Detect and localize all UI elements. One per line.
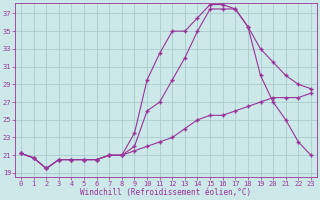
X-axis label: Windchill (Refroidissement éolien,°C): Windchill (Refroidissement éolien,°C) (80, 188, 252, 197)
